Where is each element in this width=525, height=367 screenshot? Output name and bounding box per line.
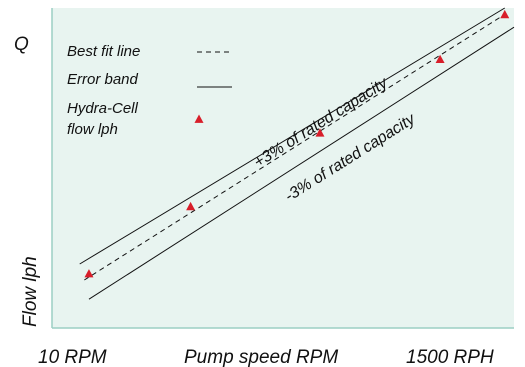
legend-label-error-band: Error band [67, 71, 139, 88]
upper-error-band-line [79, 7, 506, 265]
data-point-0 [84, 269, 94, 278]
data-point-2 [315, 128, 325, 137]
legend-label-best-fit: Best fit line [67, 43, 140, 60]
best-fit-line [84, 13, 506, 281]
lower-error-band-line [88, 26, 515, 300]
data-point-4 [500, 9, 510, 19]
x-axis-max-label: 1500 RPH [406, 347, 494, 367]
legend-swatch-triangle-marker [194, 114, 204, 123]
legend-label-hydra-cell-line1: Hydra-Cell [67, 100, 139, 117]
data-point-3 [435, 54, 445, 64]
legend-label-hydra-cell-line2: flow lph [67, 121, 118, 138]
x-axis-min-label: 10 RPM [38, 347, 107, 367]
data-point-1 [186, 201, 196, 211]
y-axis-label: Flow lph [20, 256, 41, 327]
data-point-markers [84, 9, 510, 278]
x-axis-label: Pump speed RPM [184, 347, 338, 367]
y-axis-top-label: Q [14, 34, 29, 55]
legend: Best fit line Error band Hydra-Cell flow… [67, 43, 232, 138]
